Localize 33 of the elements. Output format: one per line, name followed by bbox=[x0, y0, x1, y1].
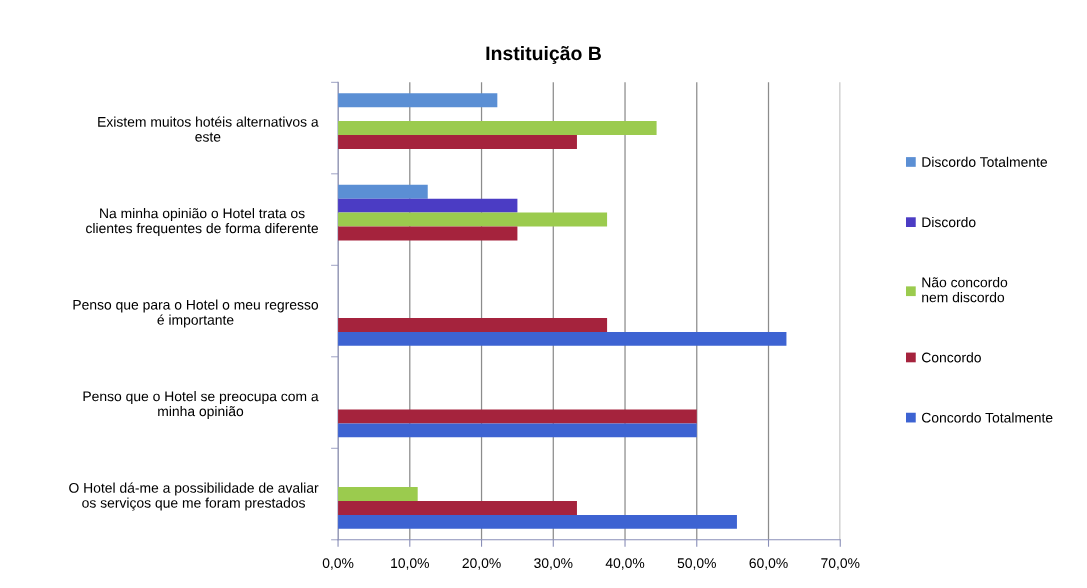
bar bbox=[338, 212, 608, 227]
bar bbox=[338, 487, 418, 501]
legend-label: Concordo bbox=[922, 352, 981, 363]
bar bbox=[338, 184, 428, 199]
bar bbox=[338, 331, 787, 346]
x-tick-label: 30,0% bbox=[534, 558, 573, 570]
bar bbox=[338, 500, 577, 515]
x-tick-label: 50,0% bbox=[677, 558, 716, 570]
x-tick-label: 20,0% bbox=[462, 558, 501, 570]
y-tick-label: Penso que o Hotel se preocupa com a minha opinião bbox=[83, 391, 319, 419]
legend-label: Discordo Totalmente bbox=[922, 156, 1048, 167]
x-tick-label: 0,0% bbox=[322, 558, 354, 570]
bar bbox=[338, 93, 498, 108]
bar bbox=[338, 198, 518, 213]
bar bbox=[338, 318, 608, 332]
x-tick-label: 60,0% bbox=[749, 558, 788, 570]
legend-label: Concordo Totalmente bbox=[922, 412, 1053, 423]
y-tick-label: Penso que para o Hotel o meu regresso é importante bbox=[73, 299, 319, 328]
y-tick-label: Na minha opinião o Hotel trata os clientes frequentes de forma diferente bbox=[86, 208, 319, 236]
bar bbox=[338, 423, 697, 438]
chart-title: Instituição B bbox=[486, 45, 601, 65]
bar bbox=[338, 226, 518, 241]
bar bbox=[338, 514, 737, 529]
bar bbox=[338, 121, 657, 136]
legend-label: Discordo bbox=[922, 216, 976, 228]
legend-label: Não concordo nem discordo bbox=[922, 277, 1008, 303]
y-tick-label: O Hotel dá-me a possibilidade de avaliar os serviços que me foram prestados bbox=[69, 482, 319, 511]
bar bbox=[338, 409, 697, 424]
x-tick-label: 10,0% bbox=[391, 558, 429, 570]
x-tick-label: 70,0% bbox=[821, 558, 860, 570]
x-tick-label: 40,0% bbox=[605, 558, 645, 570]
y-tick-label: Existem muitos hotéis alternativos a este bbox=[98, 116, 319, 142]
bar bbox=[338, 135, 577, 149]
